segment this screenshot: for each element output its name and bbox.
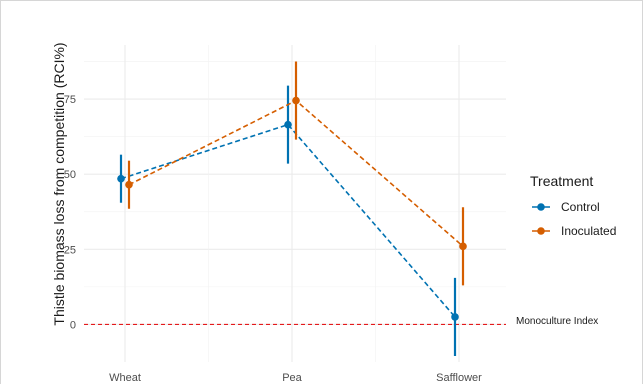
legend-label: Inoculated <box>561 224 616 238</box>
legend-item-inoculated: Inoculated <box>532 224 616 238</box>
reference-line-label: Monoculture Index <box>516 316 598 327</box>
legend-label: Control <box>561 200 600 214</box>
y-tick-label: 50 <box>64 169 76 181</box>
data-point <box>451 313 459 321</box>
legend-key-point <box>537 203 545 211</box>
y-tick-labels: 0 25 50 75 <box>64 94 76 331</box>
series-control <box>117 85 459 356</box>
data-point <box>459 242 467 251</box>
y-axis-title: Thistle biomass loss from competition (R… <box>51 42 67 325</box>
x-tick-label: Safflower <box>436 372 482 384</box>
data-point <box>117 174 125 183</box>
series-inoculated <box>125 61 467 286</box>
data-point <box>292 96 300 105</box>
legend-item-control: Control <box>532 200 600 214</box>
y-tick-label: 75 <box>64 94 76 106</box>
data-point <box>284 120 292 129</box>
series-line <box>120 123 456 318</box>
x-tick-label: Wheat <box>109 372 141 384</box>
legend: Treatment Control Inoculated <box>530 173 616 238</box>
x-tick-label: Pea <box>282 372 302 384</box>
y-tick-label: 25 <box>64 244 76 256</box>
y-tick-label: 0 <box>70 319 76 331</box>
x-tick-labels: Wheat Pea Safflower <box>109 372 482 384</box>
legend-key-point <box>537 227 545 235</box>
series-group <box>117 61 467 356</box>
legend-title: Treatment <box>530 173 593 189</box>
data-point <box>125 180 133 189</box>
